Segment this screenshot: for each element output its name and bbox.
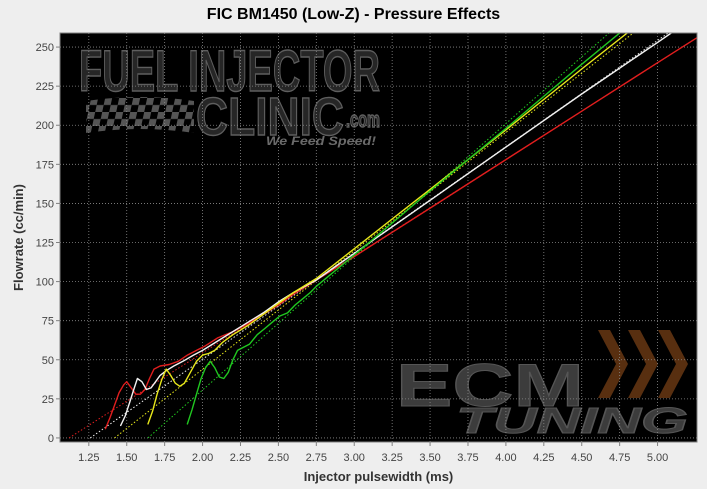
x-tick-label: 2.75 [306,452,327,464]
measured-curve-4 [186,33,621,425]
x-tick-label: 5.00 [647,452,668,464]
measured-curves [104,33,697,430]
x-axis: 1.25 1.50 1.75 2.00 2.25 2.50 2.75 3.00 3.25 3.50… [78,442,668,464]
x-tick-label: 4.50 [571,452,592,464]
y-tick-label: 0 [48,433,54,445]
fit-line-3 [114,33,634,439]
measured-curve-3 [147,33,628,425]
y-tick-label: 125 [36,238,54,250]
logo-suffix: .com [346,107,380,132]
x-tick-label: 4.00 [495,452,516,464]
x-tick-label: 4.25 [533,452,554,464]
x-tick-label: 2.50 [268,452,289,464]
chevron-icon [598,330,688,398]
x-tick-label: 1.25 [78,452,99,464]
measured-curve-1 [104,37,697,430]
y-tick-label: 250 [36,42,54,54]
y-tick-label: 25 [42,394,54,406]
y-tick-label: 75 [42,316,54,328]
x-tick-label: 1.50 [116,452,137,464]
y-tick-label: 150 [36,198,54,210]
chart-title: FIC BM1450 (Low-Z) - Pressure Effects [207,6,501,23]
y-tick-label: 225 [36,81,54,93]
y-tick-label: 200 [36,120,54,132]
x-tick-label: 1.75 [154,452,175,464]
y-tick-label: 175 [36,159,54,171]
measured-curve-2 [120,33,672,427]
logo-line-1: FUEL INJECTOR [79,39,380,104]
x-axis-label: Injector pulsewidth (ms) [304,469,454,484]
y-tick-label: 50 [42,355,54,367]
x-tick-label: 3.75 [457,452,478,464]
logo-tuning-text: TUNING [456,400,688,441]
logo-line-2: CLINIC [196,87,344,147]
x-tick-label: 4.75 [609,452,630,464]
x-tick-label: 2.25 [230,452,251,464]
fuel-injector-clinic-logo: FUEL INJECTOR CLINIC .com We Feed Speed! [78,38,380,148]
y-axis: 0 25 50 75 100 125 150 175 200 225 250 [36,42,60,445]
x-tick-label: 3.50 [419,452,440,464]
logo-ecm-text: ECM [396,352,584,419]
x-tick-label: 3.25 [381,452,402,464]
gridlines [60,33,697,442]
y-axis-label: Flowrate (cc/min) [11,184,26,291]
fit-line-4 [147,33,610,439]
plot-outline [59,32,698,443]
y-tick-label: 100 [36,277,54,289]
x-tick-label: 3.00 [344,452,365,464]
logo-tagline: We Feed Speed! [266,134,376,148]
checkered-flag-icon [86,97,194,133]
ecm-tuning-logo: ECM TUNING [396,330,689,442]
x-tick-label: 2.00 [192,452,213,464]
